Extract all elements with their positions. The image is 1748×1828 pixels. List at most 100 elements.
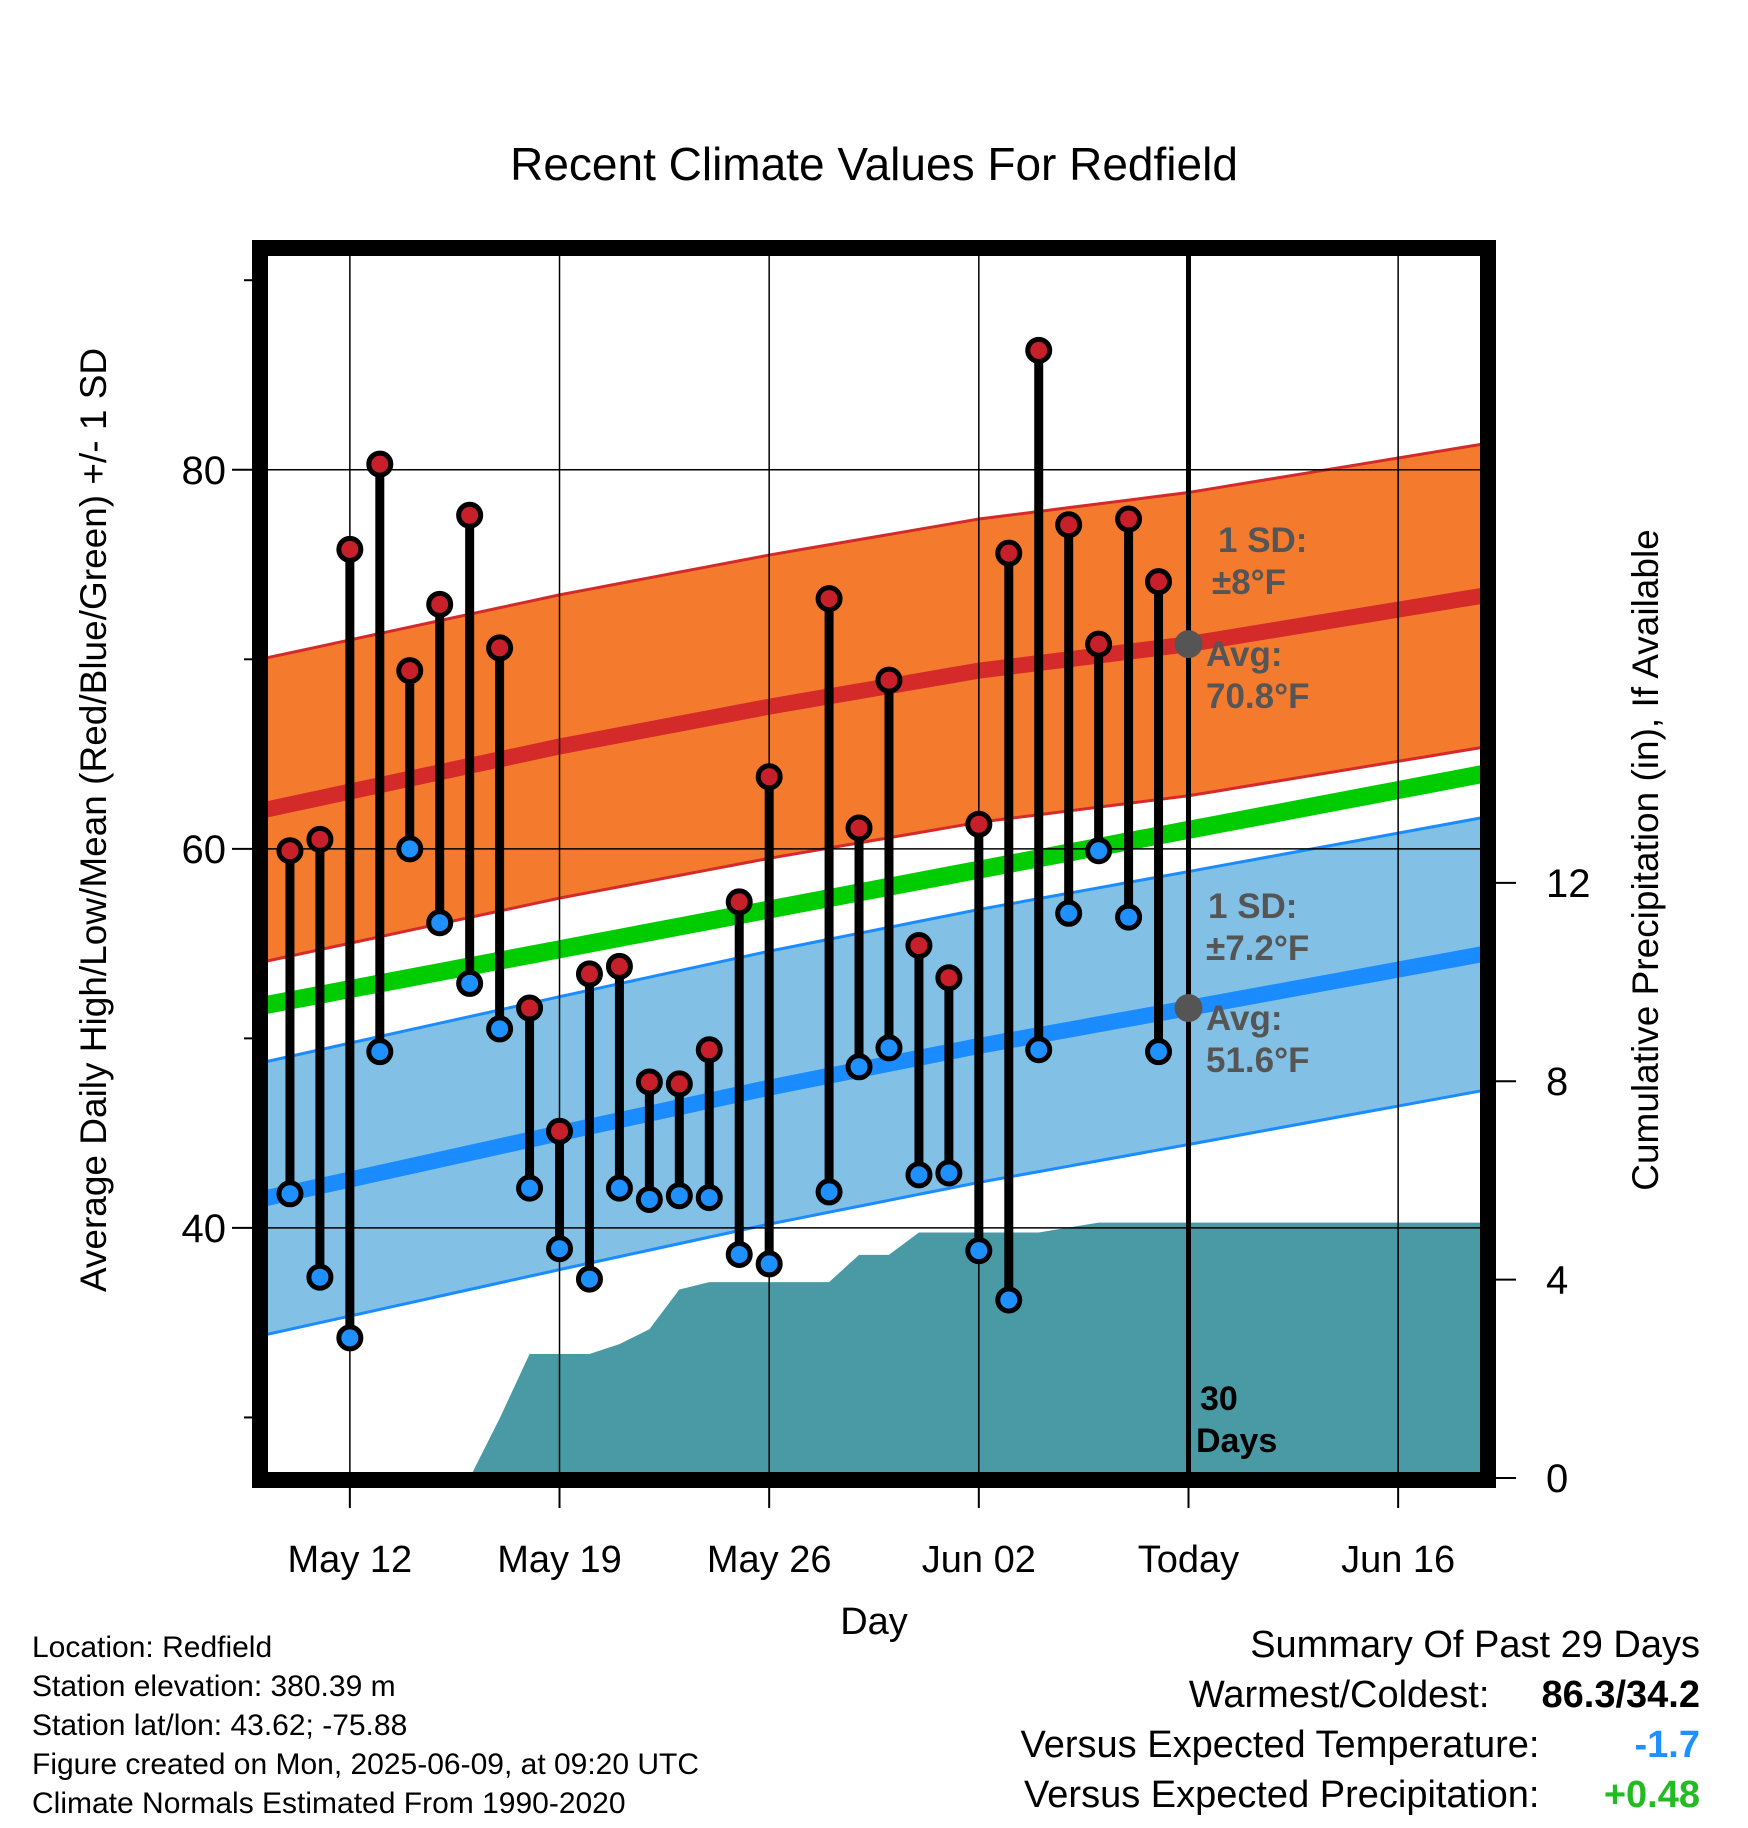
high-temp-point xyxy=(965,810,993,838)
low-temp-point xyxy=(396,835,424,863)
x-axis: May 12 May 19 May 26 Jun 02 Today Jun 16 xyxy=(288,1480,1455,1581)
x-axis-label: Day xyxy=(840,1601,908,1643)
low-sd-value: ±7.2°F xyxy=(1206,929,1309,968)
high-temp-point xyxy=(1025,336,1053,364)
low-temp-point xyxy=(575,1265,603,1293)
low-temp-point xyxy=(456,969,484,997)
low-temp-point xyxy=(516,1174,544,1202)
x-tick-label: May 19 xyxy=(497,1539,622,1581)
low-temp-point xyxy=(1025,1036,1053,1064)
high-band-lower-edge xyxy=(260,745,1488,965)
normals-text: Climate Normals Estimated From 1990-2020 xyxy=(32,1787,626,1820)
warmest-label: Warmest/Coldest: xyxy=(1188,1674,1490,1716)
high-temp-point xyxy=(605,952,633,980)
low-temp-point xyxy=(995,1286,1023,1314)
low-avg-marker xyxy=(1174,994,1203,1023)
low-temp-point xyxy=(336,1324,364,1352)
high-band xyxy=(260,443,1488,963)
summary-title: Summary Of Past 29 Days xyxy=(1250,1624,1700,1666)
high-temp-point xyxy=(366,450,394,478)
precip-row: Versus Expected Precipitation: +0.48 xyxy=(1021,1770,1700,1820)
high-band-upper-edge xyxy=(260,441,1488,661)
y2-tick-label: 8 xyxy=(1546,1060,1568,1104)
latlon-text: Station lat/lon: 43.62; -75.88 xyxy=(32,1709,408,1742)
low-temp-point xyxy=(1145,1038,1173,1066)
high-temp-point xyxy=(755,763,783,791)
temp-value: -1.7 xyxy=(1634,1724,1700,1766)
high-temp-point xyxy=(725,888,753,916)
high-temp-point xyxy=(845,814,873,842)
y-axis-right: 0 4 8 12 xyxy=(1488,862,1591,1501)
low-band-upper-edge xyxy=(260,815,1488,1065)
high-sd-value: ±8°F xyxy=(1212,563,1286,602)
high-temp-point xyxy=(635,1068,663,1096)
high-temp-point xyxy=(1055,511,1083,539)
y2-tick-label: 0 xyxy=(1546,1457,1568,1501)
high-temp-point xyxy=(875,666,903,694)
high-temp-point xyxy=(695,1036,723,1064)
high-temp-point xyxy=(995,539,1023,567)
high-temp-point xyxy=(935,964,963,992)
precip-label: Versus Expected Precipitation: xyxy=(1024,1774,1540,1816)
high-temp-point xyxy=(575,960,603,988)
low-temp-point xyxy=(845,1053,873,1081)
location-text: Location: Redfield xyxy=(32,1631,273,1664)
low-temp-point xyxy=(965,1237,993,1265)
created-text: Figure created on Mon, 2025-06-09, at 09… xyxy=(32,1748,700,1781)
y-tick-label: 40 xyxy=(182,1207,227,1251)
high-avg-value: 70.8°F xyxy=(1206,677,1310,716)
high-temp-point xyxy=(1115,505,1143,533)
high-temp-point xyxy=(546,1117,574,1145)
mean-normal-line xyxy=(260,764,1488,1015)
x-tick-label: May 26 xyxy=(707,1539,832,1581)
low-temp-point xyxy=(665,1182,693,1210)
low-avg-value: 51.6°F xyxy=(1206,1041,1310,1080)
low-temp-point xyxy=(426,909,454,937)
high-normal-line xyxy=(260,586,1488,819)
low-temp-point xyxy=(755,1250,783,1278)
x-tick-label: Today xyxy=(1138,1539,1239,1581)
low-avg-label: Avg: xyxy=(1206,999,1282,1038)
station-info: Location: Redfield Station elevation: 38… xyxy=(32,1628,699,1823)
y2-axis-label: Cumulative Precipitation (in), If Availa… xyxy=(1625,529,1666,1191)
high-temp-point xyxy=(396,657,424,685)
low-temp-point xyxy=(605,1174,633,1202)
low-temp-point xyxy=(486,1015,514,1043)
plot-frame xyxy=(252,240,1496,1488)
low-temp-point xyxy=(306,1263,334,1291)
high-temp-point xyxy=(665,1070,693,1098)
warmest-row: Warmest/Coldest: 86.3/34.2 xyxy=(1021,1670,1700,1720)
low-temp-point xyxy=(546,1235,574,1263)
high-temp-point xyxy=(1145,568,1173,596)
low-temp-point xyxy=(935,1159,963,1187)
low-temp-point xyxy=(875,1034,903,1062)
high-temp-point xyxy=(1085,630,1113,658)
high-avg-marker xyxy=(1174,630,1203,659)
temp-label: Versus Expected Temperature: xyxy=(1020,1724,1540,1766)
high-temp-point xyxy=(516,994,544,1022)
temp-row: Versus Expected Temperature: -1.7 xyxy=(1021,1720,1700,1770)
low-temp-point xyxy=(276,1180,304,1208)
plot-area xyxy=(260,248,1488,1480)
low-temp-point xyxy=(635,1185,663,1213)
x-tick-label: May 12 xyxy=(288,1539,413,1581)
y2-tick-label: 12 xyxy=(1546,862,1591,906)
high-temp-point xyxy=(306,825,334,853)
high-temp-point xyxy=(426,590,454,618)
high-temp-point xyxy=(276,837,304,865)
summary-panel: Summary Of Past 29 Days Warmest/Coldest:… xyxy=(1021,1620,1700,1820)
low-temp-point xyxy=(725,1240,753,1268)
y-axis-left: 40 60 80 xyxy=(182,279,260,1419)
high-sd-label: 1 SD: xyxy=(1218,521,1307,560)
low-sd-label: 1 SD: xyxy=(1208,887,1297,926)
high-avg-label: Avg: xyxy=(1206,635,1282,674)
low-temp-point xyxy=(695,1184,723,1212)
high-annotation: 1 SD: ±8°F Avg: 70.8°F xyxy=(1206,521,1310,716)
low-temp-point xyxy=(1115,903,1143,931)
low-annotation: 1 SD: ±7.2°F Avg: 51.6°F xyxy=(1206,887,1310,1080)
low-band xyxy=(260,816,1488,1336)
precip-value: +0.48 xyxy=(1603,1774,1700,1816)
y-axis-label: Average Daily High/Low/Mean (Red/Blue/Gr… xyxy=(73,348,114,1292)
y-tick-label: 60 xyxy=(182,828,227,872)
